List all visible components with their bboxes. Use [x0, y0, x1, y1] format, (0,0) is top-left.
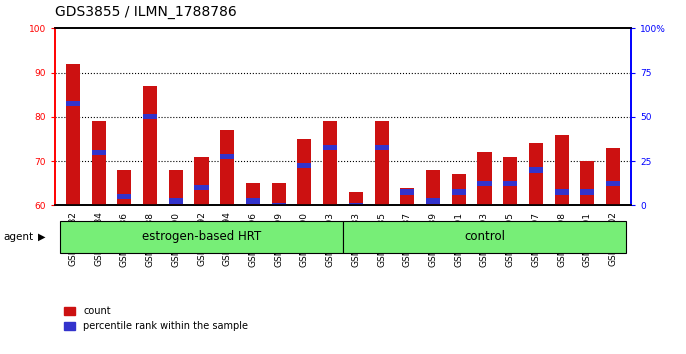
Bar [477, 181, 492, 186]
Bar [220, 130, 235, 205]
Bar [451, 189, 466, 195]
Bar [529, 143, 543, 205]
Bar [246, 183, 260, 205]
Bar [606, 148, 620, 205]
Bar [194, 156, 209, 205]
FancyBboxPatch shape [60, 221, 343, 253]
Bar [143, 114, 157, 119]
Bar [66, 101, 80, 106]
Bar [272, 183, 286, 205]
Bar [348, 192, 363, 205]
Bar [194, 185, 209, 190]
Bar [323, 121, 338, 205]
Text: GDS3855 / ILMN_1788786: GDS3855 / ILMN_1788786 [55, 5, 237, 19]
Bar [143, 86, 157, 205]
Bar [117, 170, 132, 205]
Bar [503, 181, 517, 186]
Bar [606, 181, 620, 186]
Bar [297, 163, 311, 168]
Bar [554, 135, 569, 205]
Bar [580, 161, 595, 205]
Bar [323, 145, 338, 150]
Bar [91, 121, 106, 205]
Bar [426, 170, 440, 205]
Bar [580, 189, 595, 195]
Bar [272, 202, 286, 208]
Bar [375, 121, 389, 205]
Bar [169, 198, 183, 204]
Text: estrogen-based HRT: estrogen-based HRT [142, 230, 261, 243]
Bar [66, 64, 80, 205]
Bar [451, 174, 466, 205]
Bar [220, 154, 235, 159]
Bar [246, 198, 260, 204]
Bar [503, 156, 517, 205]
FancyBboxPatch shape [343, 221, 626, 253]
Bar [400, 188, 414, 205]
Bar [348, 202, 363, 208]
Bar [400, 189, 414, 195]
Text: control: control [464, 230, 505, 243]
Bar [91, 149, 106, 155]
Bar [426, 198, 440, 204]
Text: ▶: ▶ [38, 232, 45, 242]
Bar [477, 152, 492, 205]
Bar [375, 145, 389, 150]
Text: agent: agent [3, 232, 34, 242]
Bar [554, 189, 569, 195]
Bar [297, 139, 311, 205]
Bar [117, 194, 132, 199]
Bar [529, 167, 543, 172]
Bar [169, 170, 183, 205]
Legend: count, percentile rank within the sample: count, percentile rank within the sample [60, 302, 252, 335]
